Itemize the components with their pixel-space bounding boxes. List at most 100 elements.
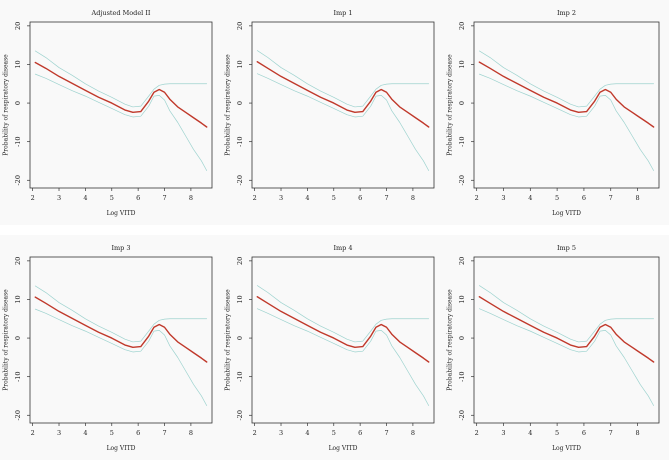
chart-title: Imp 5: [557, 244, 576, 252]
y-tick-label: 0: [236, 336, 244, 340]
estimate-line: [478, 61, 655, 128]
x-tick-label: 2: [31, 194, 35, 202]
chart-title: Adjusted Model II: [91, 9, 151, 17]
x-axis-title: Log VITD: [107, 210, 136, 217]
x-tick-label: 5: [555, 194, 559, 202]
y-tick-label: 0: [14, 101, 22, 105]
x-tick-label: 6: [136, 194, 140, 202]
x-tick-label: 6: [582, 194, 586, 202]
plot-frame: [251, 21, 435, 189]
confidence-band-line: [256, 285, 430, 343]
confidence-band-line: [34, 73, 208, 171]
chart-svg: 20 10 0 -10 -20 2 3 4 5 6 7 8 Imp 5 Log VITD Probabili…: [447, 244, 660, 452]
x-tick-label: 5: [332, 429, 336, 437]
y-tick-label: 10: [458, 295, 466, 303]
y-tick-label: 10: [236, 60, 244, 68]
y-tick-label: -20: [236, 410, 244, 420]
chart-title: Imp 3: [111, 244, 130, 252]
chart-panel-imp-1: 20 10 0 -10 -20 2 3 4 5 6 7 8 Imp 1 Probability of re…: [222, 0, 444, 225]
y-tick-label: -10: [458, 371, 466, 381]
x-tick-label: 2: [253, 194, 257, 202]
x-axis-title: Log VITD: [329, 445, 358, 452]
y-tick-label: 10: [14, 60, 22, 68]
chart-title: Imp 4: [333, 244, 352, 252]
chart-panel-adjusted-model-ii: 20 10 0 -10 -20 2 3 4 5 6 7 8 Adjusted Model II Log V…: [0, 0, 222, 225]
x-tick-label: 7: [609, 194, 613, 202]
y-tick-label: 20: [458, 22, 466, 30]
y-tick-label: 10: [458, 60, 466, 68]
y-tick-label: 20: [458, 257, 466, 265]
chart-svg: 20 10 0 -10 -20 2 3 4 5 6 7 8 Adjusted Model II Log V…: [3, 9, 213, 217]
chart-panel-imp-5: 20 10 0 -10 -20 2 3 4 5 6 7 8 Imp 5 Log VITD Probabili…: [444, 235, 669, 460]
confidence-band-line: [34, 50, 208, 108]
x-tick-label: 7: [162, 194, 166, 202]
y-tick-label: 0: [14, 336, 22, 340]
plot-frame: [29, 256, 213, 424]
y-tick-label: -10: [236, 371, 244, 381]
y-tick-label: -20: [458, 175, 466, 185]
x-tick-label: 5: [332, 194, 336, 202]
x-tick-label: 4: [305, 429, 309, 437]
x-tick-label: 4: [305, 194, 309, 202]
x-tick-label: 5: [110, 194, 114, 202]
x-tick-label: 7: [384, 194, 388, 202]
x-tick-label: 6: [136, 429, 140, 437]
confidence-band-line: [479, 73, 654, 171]
y-tick-label: -10: [14, 136, 22, 146]
chart-svg: 20 10 0 -10 -20 2 3 4 5 6 7 8 Imp 1 Probability of re…: [225, 9, 435, 202]
y-tick-label: -10: [458, 136, 466, 146]
x-axis-title: Log VITD: [552, 445, 581, 452]
y-tick-label: -20: [236, 175, 244, 185]
x-tick-label: 4: [83, 429, 87, 437]
y-tick-label: -10: [236, 136, 244, 146]
chart-panel-imp-3: 20 10 0 -10 -20 2 3 4 5 6 7 8 Imp 3 Log VITD Probabili…: [0, 235, 222, 460]
y-axis-title: Probability of respiratory disease: [225, 289, 232, 391]
chart-svg: 20 10 0 -10 -20 2 3 4 5 6 7 8 Imp 3 Log VITD Probabili…: [3, 244, 213, 452]
plot-frame: [29, 21, 213, 189]
x-tick-label: 5: [110, 429, 114, 437]
x-tick-label: 6: [582, 429, 586, 437]
x-tick-label: 7: [384, 429, 388, 437]
chart-title: Imp 2: [557, 9, 576, 17]
x-tick-label: 4: [83, 194, 87, 202]
y-axis-title: Probability of respiratory disease: [447, 289, 454, 391]
estimate-line: [34, 296, 208, 363]
x-tick-label: 4: [528, 194, 532, 202]
y-tick-label: -20: [14, 410, 22, 420]
x-tick-label: 6: [358, 194, 362, 202]
plot-frame: [473, 256, 660, 424]
confidence-band-line: [256, 73, 430, 171]
y-tick-label: 10: [236, 295, 244, 303]
y-tick-label: 0: [458, 336, 466, 340]
y-tick-label: 20: [236, 22, 244, 30]
x-axis-title: Log VITD: [107, 445, 136, 452]
x-tick-label: 8: [635, 429, 639, 437]
confidence-band-line: [479, 285, 654, 343]
y-tick-label: 0: [458, 101, 466, 105]
x-tick-label: 3: [279, 194, 283, 202]
x-tick-label: 8: [635, 194, 639, 202]
x-tick-label: 8: [189, 429, 193, 437]
x-tick-label: 3: [279, 429, 283, 437]
x-tick-label: 2: [475, 429, 479, 437]
chart-svg: 20 10 0 -10 -20 2 3 4 5 6 7 8 Imp 4 Log VITD Probabili…: [225, 244, 435, 452]
y-tick-label: 20: [236, 257, 244, 265]
x-tick-label: 2: [475, 194, 479, 202]
chart-panel-imp-2: 20 10 0 -10 -20 2 3 4 5 6 7 8 Imp 2 Log VITD Probabili…: [444, 0, 669, 225]
y-axis-title: Probability of respiratory disease: [447, 54, 454, 156]
x-tick-label: 3: [57, 194, 61, 202]
plot-frame: [473, 21, 660, 189]
confidence-band-line: [256, 50, 430, 108]
y-axis-title: Probability of respiratory disease: [225, 54, 232, 156]
x-tick-label: 7: [609, 429, 613, 437]
plot-frame: [251, 256, 435, 424]
y-tick-label: 20: [14, 257, 22, 265]
confidence-band-line: [34, 308, 208, 406]
x-tick-label: 4: [528, 429, 532, 437]
y-axis-title: Probability of respiratory disease: [3, 289, 10, 391]
y-axis-title: Probability of respiratory disease: [3, 54, 10, 156]
confidence-band-line: [34, 285, 208, 343]
y-tick-label: 10: [14, 295, 22, 303]
y-tick-label: 0: [236, 101, 244, 105]
x-tick-label: 8: [411, 194, 415, 202]
